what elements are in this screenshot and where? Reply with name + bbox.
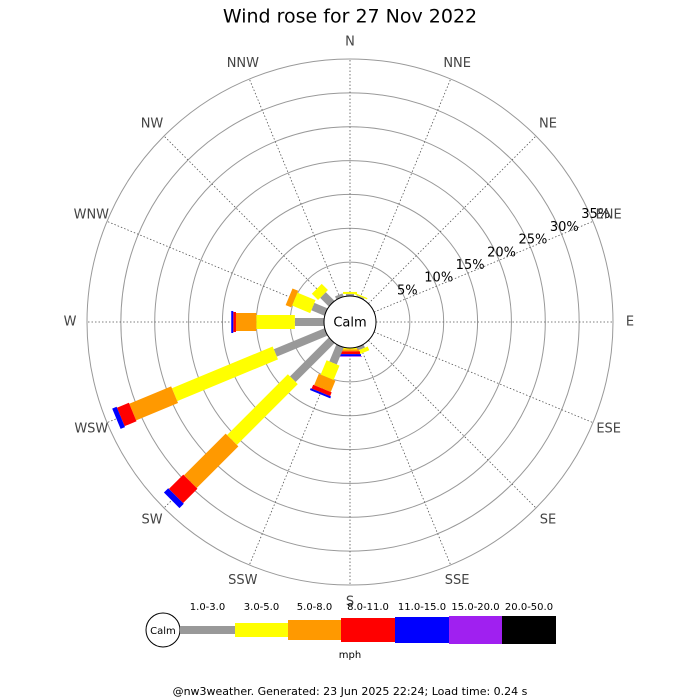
ring-label: 25% <box>518 233 547 248</box>
bar-segment <box>184 433 239 488</box>
bar-segment <box>233 312 236 332</box>
direction-label: NW <box>141 117 164 132</box>
legend-swatch <box>502 616 556 644</box>
ring-label: 15% <box>456 258 485 273</box>
bar-segment <box>338 356 362 357</box>
legend-label: 8.0-11.0 <box>347 602 389 613</box>
bar-segment <box>311 283 328 300</box>
legend-swatch <box>180 626 235 634</box>
bar-segment <box>273 328 328 357</box>
bar-segment <box>116 402 137 427</box>
legend-unit: mph <box>339 650 361 661</box>
bar-segment <box>335 293 344 300</box>
spoke <box>359 78 452 299</box>
bar-segment <box>346 293 354 296</box>
spoke <box>248 78 341 299</box>
bar-segment <box>320 360 340 380</box>
ring-label: 10% <box>424 271 453 286</box>
bar-segment <box>168 474 198 504</box>
bar-segment <box>340 351 360 355</box>
legend-swatch <box>449 616 502 644</box>
ring <box>86 58 614 586</box>
bar-segment <box>314 373 336 393</box>
direction-label: N <box>345 35 355 50</box>
direction-label: WNW <box>74 207 110 222</box>
legend-label: 1.0-3.0 <box>190 602 225 613</box>
bar-segment <box>309 388 332 399</box>
legend-label: 3.0-5.0 <box>244 602 279 613</box>
direction-label: S <box>346 595 354 610</box>
bar-segment <box>356 295 365 300</box>
direction-label: SE <box>540 512 556 527</box>
direction-label: E <box>626 315 634 330</box>
direction-label: SSW <box>228 573 258 588</box>
legend-calm-label: Calm <box>150 626 176 637</box>
spoke <box>368 135 537 304</box>
spoke <box>373 220 594 313</box>
bar-segment <box>292 292 316 314</box>
legend-swatch <box>288 620 341 640</box>
ring <box>188 160 512 484</box>
legend-label: 5.0-8.0 <box>297 602 332 613</box>
legend-label: 15.0-20.0 <box>451 602 499 613</box>
direction-label: NE <box>539 117 557 132</box>
direction-label: SSE <box>445 573 470 588</box>
bar-segment <box>320 292 335 307</box>
bar-segment <box>285 288 299 308</box>
legend-swatch <box>341 618 395 642</box>
chart-title: Wind rose for 27 Nov 2022 <box>223 6 477 28</box>
legend-label: 20.0-50.0 <box>505 602 553 613</box>
legend-swatch <box>395 617 449 643</box>
direction-label: NNE <box>443 56 471 71</box>
direction-label: NNW <box>227 56 259 71</box>
direction-label: W <box>64 315 77 330</box>
bar-segment <box>339 354 361 357</box>
direction-label: ESE <box>596 422 621 437</box>
direction-label: SW <box>141 512 162 527</box>
bar-segment <box>311 302 328 316</box>
bar-segment <box>235 313 257 331</box>
legend-swatch <box>235 623 288 637</box>
bar-segment <box>112 406 125 429</box>
spoke <box>359 345 452 566</box>
spoke <box>373 331 594 424</box>
spoke <box>163 135 332 304</box>
bar-segment <box>341 349 359 352</box>
bar-segment <box>290 337 335 382</box>
ring-label: 35% <box>581 207 610 222</box>
calm-label: Calm <box>333 316 366 331</box>
bar-segment <box>343 291 357 294</box>
ring-label: 5% <box>397 283 418 298</box>
bar-segment <box>354 292 368 300</box>
calm-circle <box>323 295 377 349</box>
bar-segment <box>163 488 184 509</box>
bar-segment <box>329 344 344 365</box>
bar-segment <box>129 386 179 421</box>
ring-label: 20% <box>487 245 516 260</box>
bar-segment <box>294 318 324 326</box>
ring-label: 30% <box>550 220 579 235</box>
direction-label: WSW <box>74 422 108 437</box>
bar-segment <box>256 315 295 329</box>
bar-segment <box>311 384 332 397</box>
spoke <box>368 340 537 509</box>
bar-segment <box>171 346 278 402</box>
bar-segment <box>343 348 357 350</box>
footer: @nw3weather. Generated: 23 Jun 2025 22:2… <box>173 685 528 698</box>
legend-label: 11.0-15.0 <box>398 602 446 613</box>
bar-segment <box>227 374 298 445</box>
bar-segment <box>231 311 234 333</box>
direction-label: ENE <box>596 207 622 222</box>
bar-segment <box>356 344 365 351</box>
